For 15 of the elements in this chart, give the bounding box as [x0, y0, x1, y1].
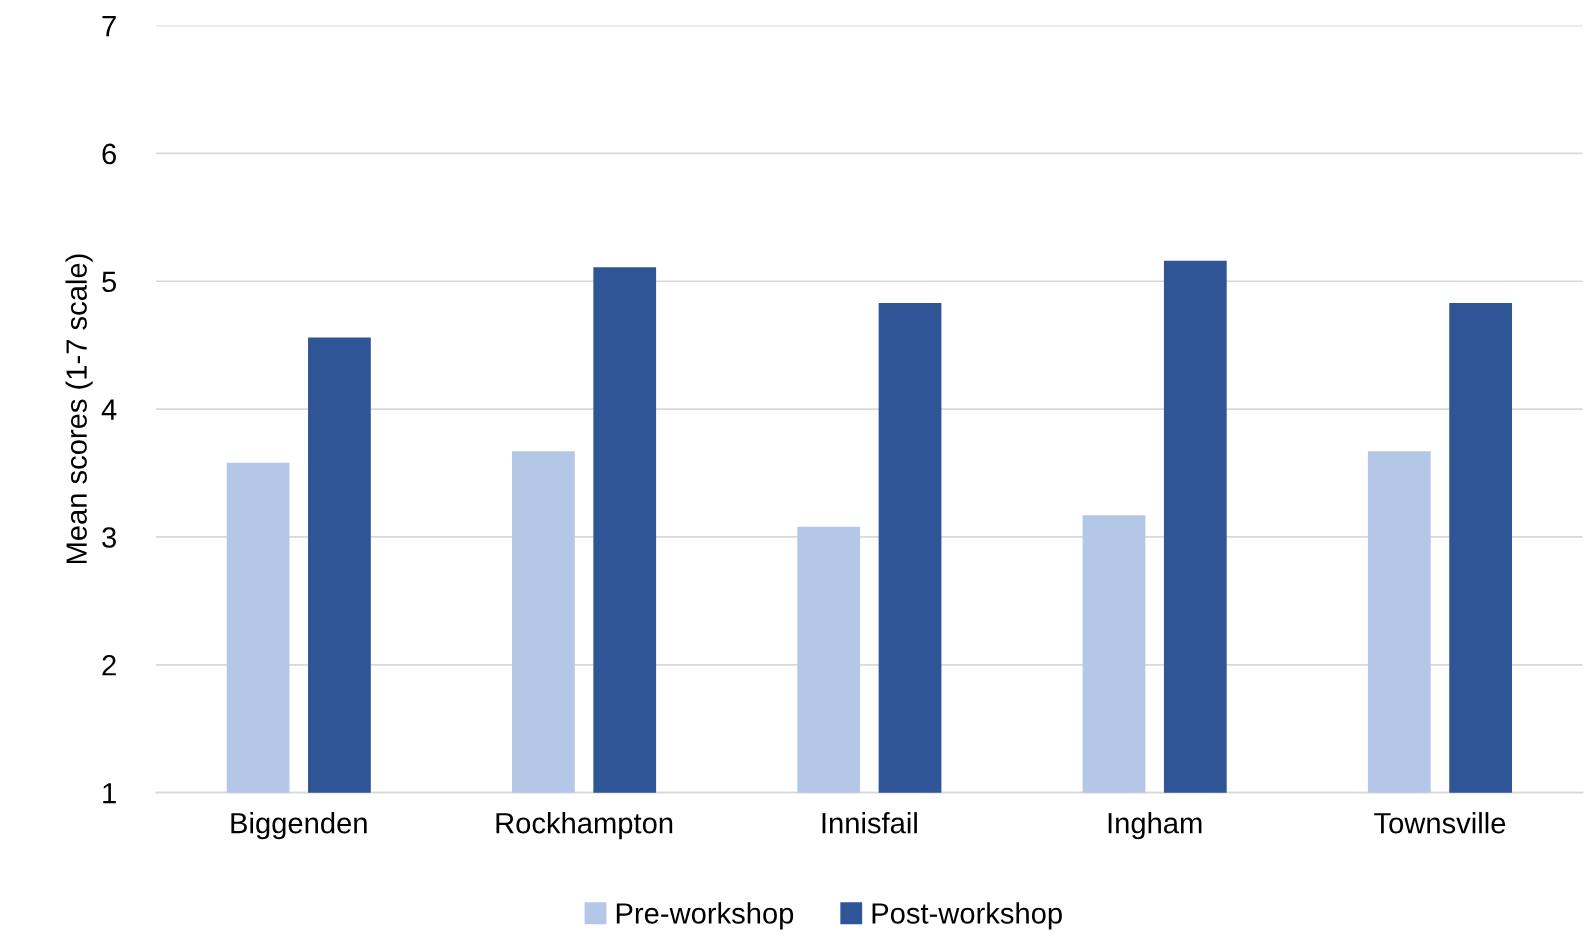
y-tick-label: 5 [102, 271, 117, 293]
x-tick-label: Townsville [1374, 812, 1506, 834]
y-tick-label: 6 [102, 143, 116, 165]
x-tick-label: Innisfail [822, 812, 917, 834]
x-tick-label: Rockhampton [496, 812, 673, 840]
y-axis-title: Mean scores (1-7 scale) [65, 254, 93, 564]
x-tick-label: Biggenden [231, 812, 367, 840]
x-tick-label: Ingham [1108, 812, 1202, 840]
y-tick-label: 3 [102, 527, 116, 548]
y-tick-label: 4 [101, 399, 117, 420]
legend-label: Pre-workshop [616, 902, 794, 930]
y-tick-label: 1 [103, 783, 116, 804]
legend-label: Post-workshop [872, 902, 1062, 930]
y-tick-label: 2 [102, 655, 116, 676]
y-tick-label: 7 [102, 16, 116, 37]
